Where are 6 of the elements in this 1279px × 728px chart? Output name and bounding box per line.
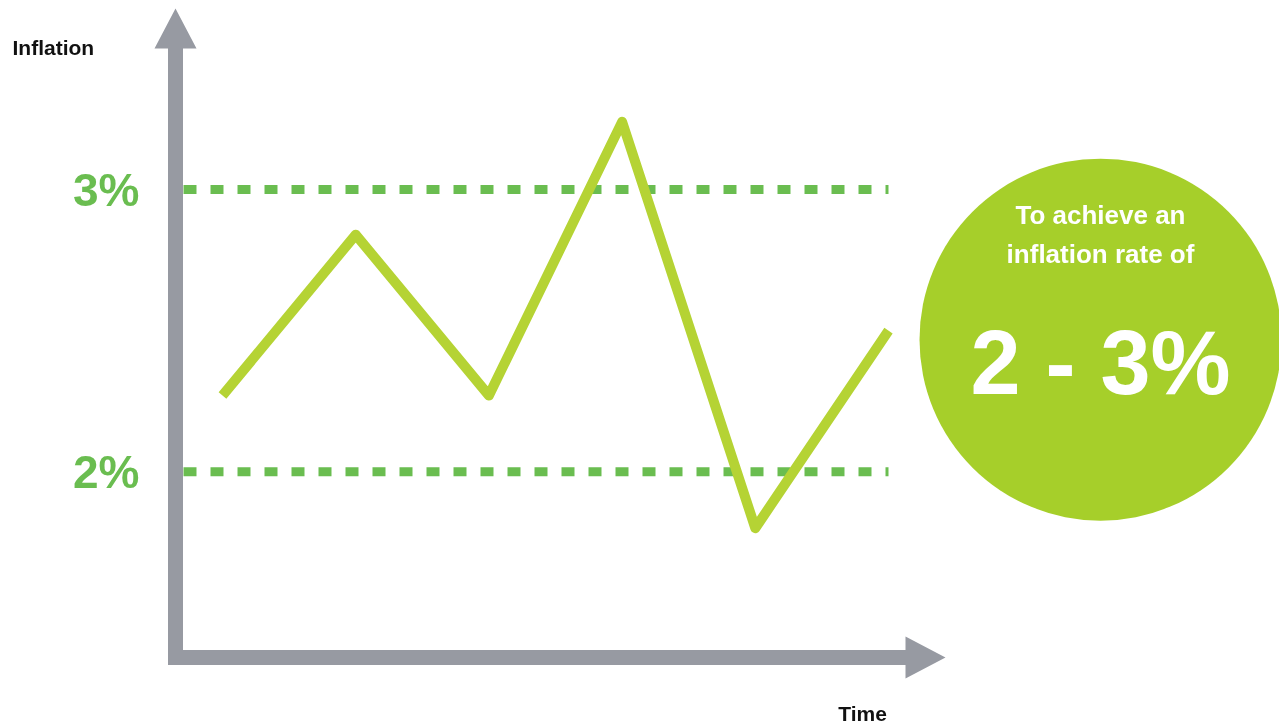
text: To achieve an inflation rate of bbox=[1006, 199, 1195, 269]
y-tick-label: 3% bbox=[73, 163, 140, 216]
y-tick-label: 2% bbox=[73, 445, 140, 498]
x-axis-title: Time bbox=[838, 701, 887, 725]
y-axis-title: Inflation bbox=[12, 35, 95, 59]
text: 2 - 3% bbox=[970, 312, 1231, 413]
